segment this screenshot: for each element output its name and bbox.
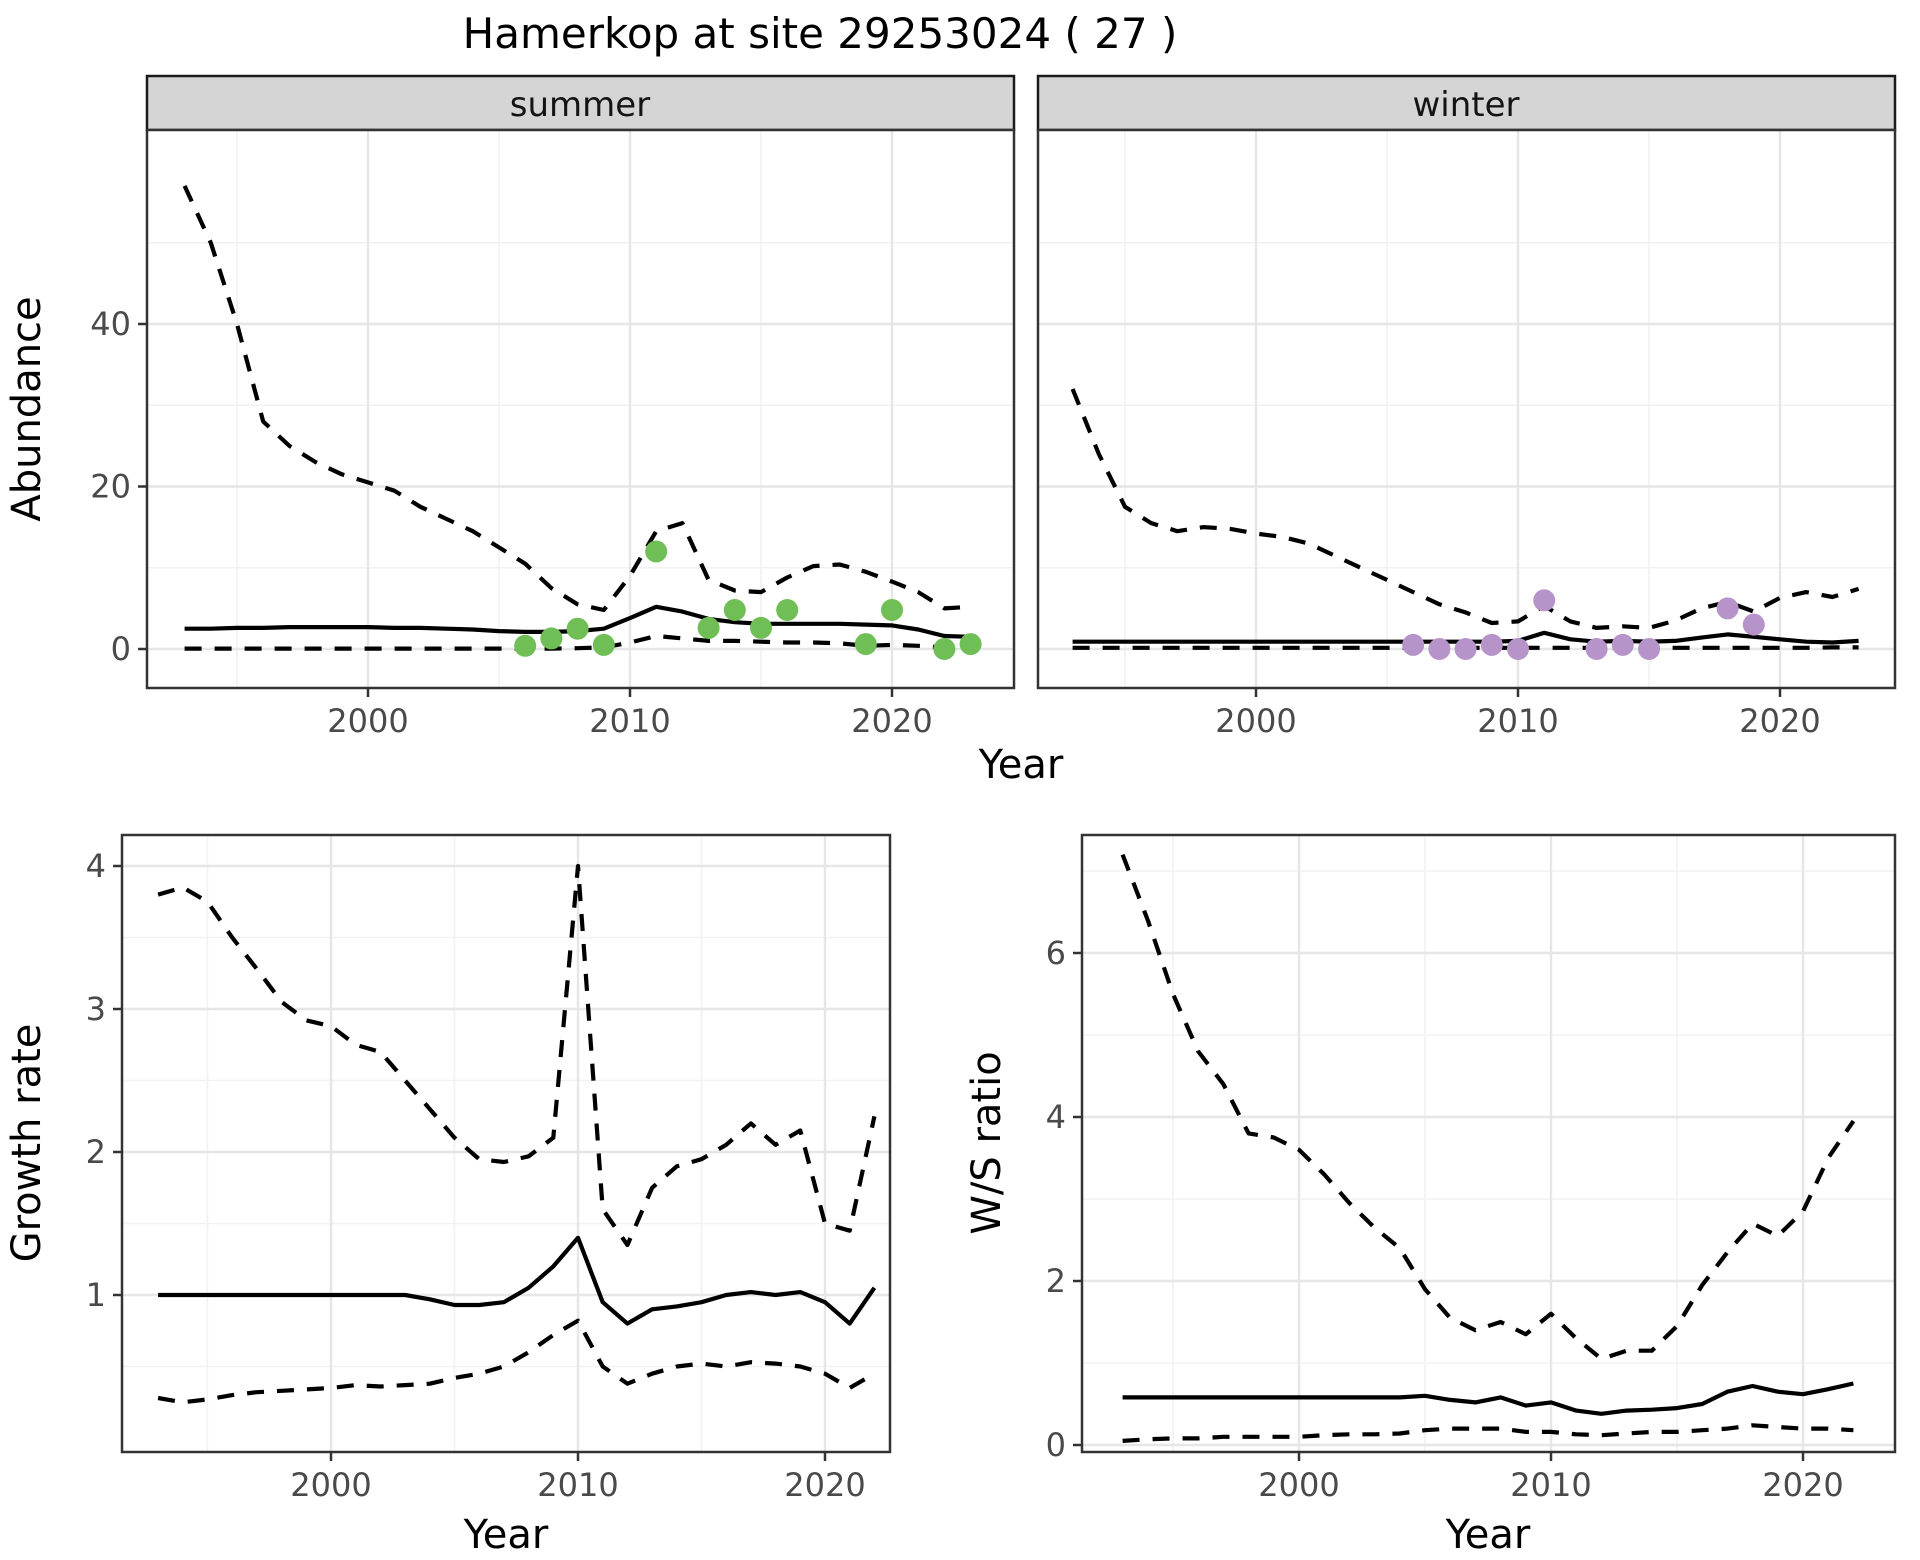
x-axis-title-bottom-right: Year: [1445, 1512, 1531, 1558]
facet-strip-summer: [145, 74, 1016, 132]
y-tick-label: 6: [1046, 934, 1066, 972]
x-tick-label: 2000: [1258, 1466, 1339, 1504]
data-point: [723, 599, 746, 621]
x-tick-label: 2000: [327, 702, 408, 740]
data-point: [566, 617, 589, 640]
y-tick-label: 20: [90, 468, 131, 506]
data-point: [1480, 633, 1503, 656]
data-point: [854, 633, 877, 656]
data-point: [592, 633, 615, 656]
facet-strip-winter: [1036, 74, 1897, 132]
panel-growth_rate: 2000 2010 2020 1 2 3 4: [86, 833, 892, 1504]
y-axis-title-ws: W/S ratio: [964, 1051, 1010, 1234]
panel-abundance_summer: 2000 2010 2020 0 20 40: [90, 128, 1016, 740]
data-point: [1402, 633, 1425, 656]
y-tick-label: 2: [1046, 1262, 1066, 1300]
data-point: [540, 627, 563, 650]
data-point: [933, 638, 956, 660]
panel-abundance_winter: 2000 2010 2020: [1036, 128, 1897, 740]
facet-strip-summer-label: summer: [510, 85, 650, 125]
data-point: [881, 599, 903, 621]
data-point: [1507, 638, 1529, 660]
facet-strips: summer winter: [145, 74, 1897, 132]
panel-border: [120, 833, 892, 1454]
x-tick-label: 2010: [537, 1466, 618, 1504]
upper_95ci-line: [1070, 388, 1860, 630]
y-axis-title-abundance: Abundance: [4, 296, 50, 521]
panel-border: [145, 128, 1016, 690]
y-tick-label: 40: [90, 305, 131, 343]
y-tick-label: 2: [86, 1133, 106, 1171]
panel-background: [147, 130, 1014, 688]
x-tick-label: 2010: [589, 702, 670, 740]
mean-line: [1122, 1381, 1854, 1416]
data-point: [697, 616, 720, 639]
data-point: [1716, 597, 1739, 620]
x-tick-label: 2020: [784, 1466, 865, 1504]
plot-title: Hamerkop at site 29253024 ( 27 ): [463, 9, 1178, 58]
data-point: [1742, 613, 1765, 636]
y-tick-label: 1: [86, 1276, 106, 1314]
lower_95ci-line: [1122, 1423, 1854, 1443]
y-tick-label: 0: [1046, 1426, 1066, 1464]
upper_95ci-line: [157, 863, 877, 1248]
data-point: [1611, 633, 1634, 656]
panel-ws_ratio: 2000 2010 2020 0 2 4 6: [1046, 833, 1897, 1504]
y-tick-label: 3: [86, 990, 106, 1028]
x-tick-label: 2010: [1477, 702, 1558, 740]
y-axis-title-growth: Growth rate: [4, 1024, 50, 1263]
lower_95ci-line: [157, 1318, 876, 1405]
x-tick-label: 2020: [1762, 1466, 1843, 1504]
upper_95ci-line: [182, 185, 971, 613]
x-tick-label: 2020: [851, 702, 932, 740]
data-point: [1533, 589, 1556, 612]
panel-background: [1082, 835, 1895, 1452]
lower_95ci-line: [184, 633, 971, 651]
panel-border: [1036, 128, 1897, 690]
x-tick-label: 2010: [1510, 1466, 1591, 1504]
data-point: [1428, 638, 1451, 660]
x-tick-label: 2000: [290, 1466, 371, 1504]
panel-background: [1038, 130, 1895, 688]
data-point: [959, 633, 982, 656]
x-tick-label: 2020: [1739, 702, 1820, 740]
data-point: [1638, 638, 1660, 660]
y-tick-label: 4: [1046, 1098, 1066, 1136]
data-point: [645, 540, 668, 563]
x-axis-title-top: Year: [978, 742, 1064, 788]
data-point: [750, 616, 772, 639]
data-point: [514, 634, 537, 657]
panel-border: [1080, 833, 1897, 1454]
x-axis-title-bottom-left: Year: [463, 1512, 549, 1558]
x-tick-label: 2000: [1215, 702, 1296, 740]
data-point: [1454, 638, 1477, 660]
mean-line: [158, 1235, 877, 1326]
y-tick-label: 4: [86, 847, 106, 885]
data-point: [776, 599, 799, 621]
facet-strip-winter-label: winter: [1412, 85, 1519, 125]
y-tick-label: 0: [111, 630, 131, 668]
data-point: [1585, 638, 1608, 660]
